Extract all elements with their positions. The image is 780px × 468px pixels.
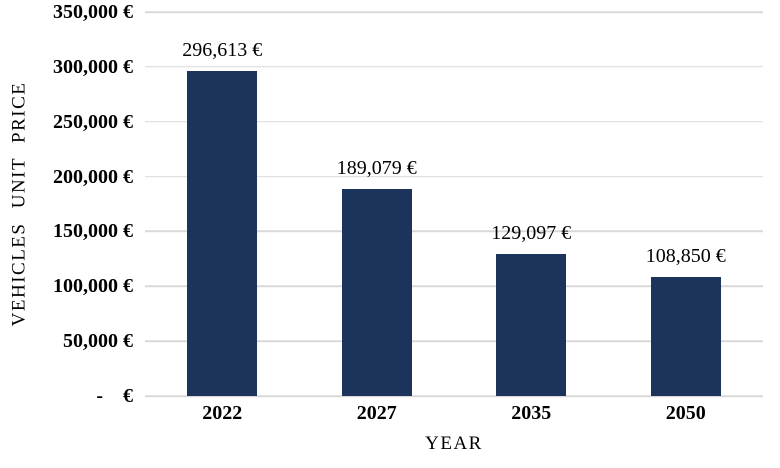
x-tick-label: 2022: [202, 402, 243, 424]
gridline: [145, 175, 763, 178]
gridline: [145, 340, 763, 342]
bar-cell: 189,079 €: [300, 12, 455, 396]
bar-value-label: 108,850 €: [645, 244, 726, 267]
bar-2022: [187, 70, 258, 396]
y-tick-label: 300,000 €: [53, 55, 133, 78]
y-tick-label: 50,000 €: [63, 330, 133, 353]
gridline: [145, 66, 763, 68]
y-tick-label: 150,000 €: [53, 220, 133, 243]
x-tick-label: 2050: [665, 402, 706, 424]
plot-area: 296,613 € 189,079 € 129,097 € 108,850 €: [145, 11, 763, 397]
bar-value-label: 129,097 €: [491, 222, 572, 245]
y-tick-label: 350,000 €: [53, 1, 133, 23]
gridline: [145, 11, 763, 13]
y-tick-label: 200,000 €: [53, 165, 133, 188]
gridline: [145, 285, 763, 288]
y-tick-label: 250,000 €: [53, 110, 133, 133]
bars-container: 296,613 € 189,079 € 129,097 € 108,850 €: [145, 12, 763, 396]
bar-cell: 129,097 €: [454, 12, 609, 396]
bar-2027: [341, 188, 412, 396]
bar-2050: [650, 276, 721, 396]
bar-cell: 296,613 €: [145, 12, 300, 396]
x-axis-title: YEAR: [425, 433, 483, 454]
bar-value-label: 296,613 €: [182, 38, 263, 61]
y-tick-label: 100,000 €: [53, 275, 133, 298]
x-tick-label: 2027: [356, 402, 397, 424]
y-axis-ticks: - € 50,000 € 100,000 € 150,000 € 200,000 € 25…: [0, 2, 133, 406]
y-tick-label: - €: [96, 385, 133, 407]
gridline: [145, 120, 763, 123]
x-tick-label: 2035: [511, 402, 552, 424]
bar-2035: [496, 254, 567, 396]
bar-cell: 108,850 €: [609, 12, 764, 396]
x-axis-ticks: 2022 2027 2035 2050: [145, 402, 763, 424]
gridline: [145, 230, 763, 233]
gridline: [145, 395, 763, 397]
bar-value-label: 189,079 €: [336, 156, 417, 179]
